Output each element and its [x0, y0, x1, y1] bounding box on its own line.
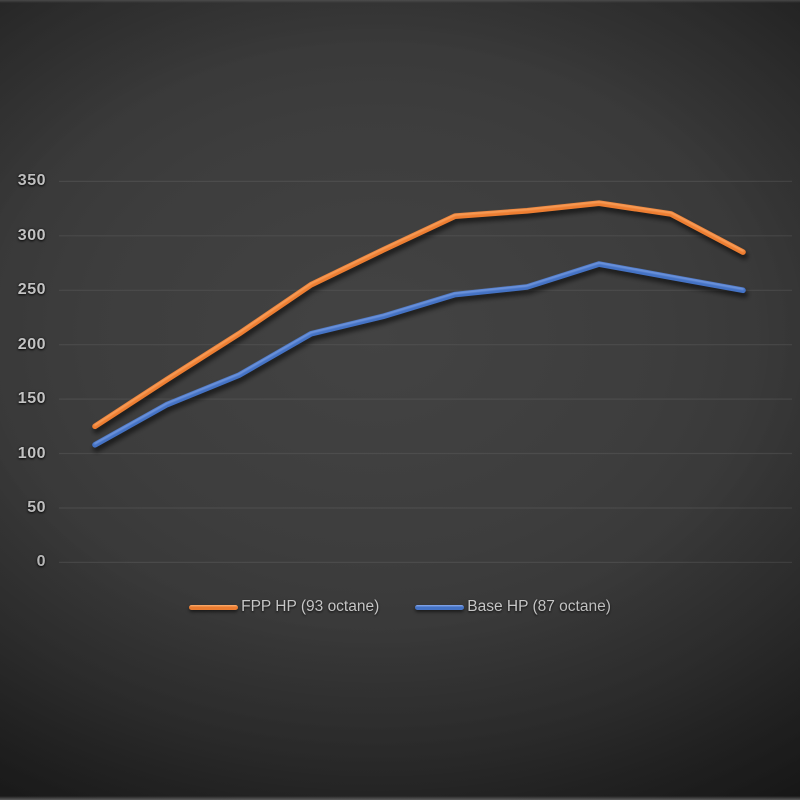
legend-label: FPP HP (93 octane) — [241, 598, 380, 615]
y-tick-label-200: 200 — [17, 335, 46, 353]
legend-item-fpp-hp: FPP HP (93 octane) — [189, 598, 379, 616]
chart-legend: FPP HP (93 octane) Base HP (87 octane) — [0, 598, 800, 616]
bottom-edge-highlight — [0, 796, 800, 800]
legend-swatch-icon — [415, 604, 465, 610]
y-tick-label-50: 50 — [27, 498, 46, 516]
y-tick-label-350: 350 — [17, 172, 46, 190]
polyline — [93, 264, 748, 453]
legend-item-base-hp: Base HP (87 octane) — [415, 598, 611, 616]
legend-label: Base HP (87 octane) — [467, 598, 611, 615]
top-edge-highlight — [0, 0, 800, 3]
y-tick-label-300: 300 — [17, 226, 46, 244]
polyline — [92, 261, 746, 448]
y-tick-label-0: 0 — [36, 553, 46, 571]
legend-swatch-icon — [189, 604, 239, 610]
gridlines — [59, 180, 792, 564]
y-tick-label-100: 100 — [17, 444, 46, 462]
y-tick-label-250: 250 — [17, 281, 46, 299]
y-tick-label-150: 150 — [17, 390, 46, 408]
